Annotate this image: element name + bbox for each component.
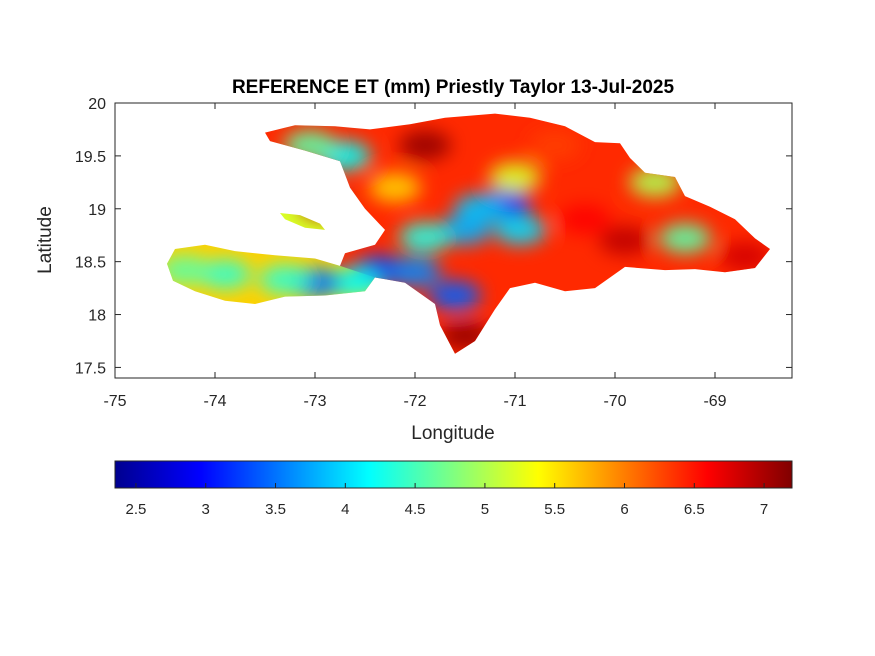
et-cell-11 <box>429 280 481 311</box>
colorbar-ticks: 2.5 3 3.5 4 4.5 5 5.5 6 6.5 7 <box>126 483 768 518</box>
y-tick-label-0: 17.5 <box>75 360 106 377</box>
et-cell-16 <box>659 223 711 254</box>
et-cell-25 <box>629 167 681 198</box>
y-axis-label: Latitude <box>35 206 56 274</box>
et-cell-9 <box>199 259 251 290</box>
et-cell-2 <box>439 214 491 245</box>
cb-tick-label-8: 6.5 <box>684 501 705 518</box>
y-tick-label-2: 18.5 <box>75 255 106 272</box>
y-tick-label-5: 20 <box>88 96 106 113</box>
et-cell-8 <box>259 264 311 295</box>
x-axis: -75 -74 -73 -72 -71 -70 -69 <box>103 103 727 410</box>
et-cell-15 <box>599 225 651 256</box>
et-cell-17 <box>399 130 451 161</box>
cb-tick-label-5: 5 <box>481 501 489 518</box>
x-tick-label-4: -71 <box>503 393 526 410</box>
et-cell-14 <box>284 130 336 161</box>
colorbar-gradient <box>114 460 793 489</box>
y-axis: 17.5 18 18.5 19 19.5 20 <box>75 96 792 377</box>
y-tick-label-4: 19.5 <box>75 149 106 166</box>
cb-tick-label-7: 6 <box>620 501 628 518</box>
plot-area <box>167 113 770 354</box>
x-tick-label-6: -69 <box>703 393 726 410</box>
et-cell-3 <box>399 222 451 253</box>
et-cell-20 <box>369 172 421 203</box>
et-cell-22 <box>299 188 351 219</box>
et-cell-21 <box>529 130 581 161</box>
x-axis-label: Longitude <box>411 423 494 444</box>
cb-tick-label-0: 2.5 <box>126 501 147 518</box>
cb-tick-label-4: 4.5 <box>405 501 426 518</box>
et-cell-18 <box>489 162 541 192</box>
cb-tick-label-1: 3 <box>202 501 210 518</box>
et-cell-19 <box>559 204 611 235</box>
chart-title: REFERENCE ET (mm) Priestly Taylor 13-Jul… <box>232 77 674 98</box>
x-tick-label-5: -70 <box>603 393 626 410</box>
x-tick-label-0: -75 <box>103 393 126 410</box>
et-cell-24 <box>719 241 770 272</box>
y-tick-label-3: 19 <box>88 202 106 219</box>
cb-tick-label-6: 5.5 <box>544 501 565 518</box>
axes-box <box>114 102 793 379</box>
et-cell-12 <box>494 214 546 245</box>
cb-tick-label-2: 3.5 <box>265 501 286 518</box>
land-region-2 <box>280 213 325 230</box>
x-tick-label-2: -73 <box>303 393 326 410</box>
et-cells <box>167 130 770 351</box>
cb-tick-label-9: 7 <box>760 501 768 518</box>
x-tick-label-1: -74 <box>203 393 226 410</box>
cb-tick-label-3: 4 <box>341 501 349 518</box>
y-tick-label-1: 18 <box>88 308 106 325</box>
et-cell-23 <box>439 320 491 351</box>
x-tick-label-3: -72 <box>403 393 426 410</box>
colorbar: 2.5 3 3.5 4 4.5 5 5.5 6 6.5 7 <box>114 460 793 518</box>
et-cell-5 <box>389 257 441 288</box>
et-cell-10 <box>167 255 211 286</box>
